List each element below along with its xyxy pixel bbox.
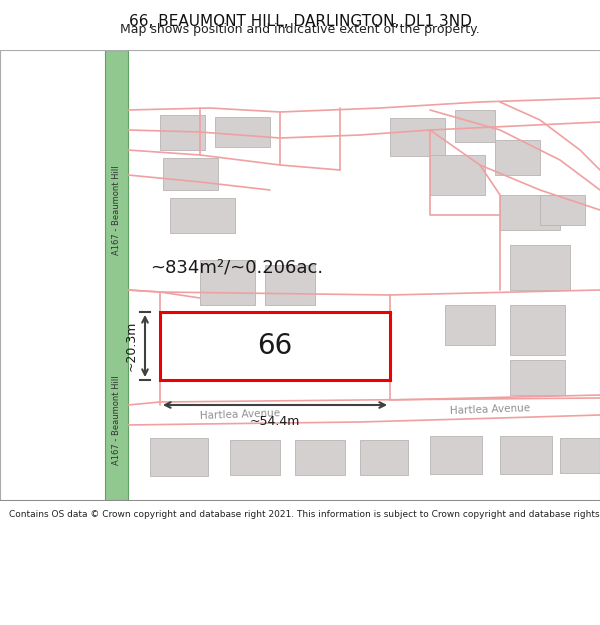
Bar <box>510 245 570 290</box>
Bar <box>160 115 205 150</box>
Text: A167 - Beaumont Hill: A167 - Beaumont Hill <box>112 375 121 465</box>
Bar <box>430 155 485 195</box>
Bar <box>500 436 552 474</box>
Bar <box>495 140 540 175</box>
Bar <box>295 440 345 475</box>
Bar <box>540 195 585 225</box>
Bar <box>360 440 408 475</box>
Text: Hartlea Avenue: Hartlea Avenue <box>450 404 530 416</box>
Bar <box>163 158 218 190</box>
Text: 66: 66 <box>257 332 293 360</box>
Bar <box>215 117 270 147</box>
Text: Hartlea Avenue: Hartlea Avenue <box>200 409 280 421</box>
Bar <box>265 265 315 305</box>
Bar <box>390 118 445 156</box>
Bar <box>500 195 560 230</box>
Bar <box>560 438 600 473</box>
Text: Contains OS data © Crown copyright and database right 2021. This information is : Contains OS data © Crown copyright and d… <box>9 510 600 519</box>
Bar <box>200 260 255 305</box>
Bar <box>430 436 482 474</box>
Bar <box>445 305 495 345</box>
Bar <box>230 440 280 475</box>
Bar <box>150 438 208 476</box>
Bar <box>160 312 390 380</box>
Bar <box>455 110 495 142</box>
Bar <box>260 312 315 347</box>
Polygon shape <box>105 50 128 500</box>
Bar <box>510 360 565 395</box>
Text: A167 - Beaumont Hill: A167 - Beaumont Hill <box>112 165 121 255</box>
Text: ~54.4m: ~54.4m <box>250 415 300 428</box>
Text: ~20.3m: ~20.3m <box>125 321 138 371</box>
Bar <box>170 198 235 233</box>
Text: 66, BEAUMONT HILL, DARLINGTON, DL1 3ND: 66, BEAUMONT HILL, DARLINGTON, DL1 3ND <box>128 14 472 29</box>
Text: Map shows position and indicative extent of the property.: Map shows position and indicative extent… <box>120 23 480 36</box>
Text: ~834m²/~0.206ac.: ~834m²/~0.206ac. <box>150 258 323 276</box>
Bar <box>510 305 565 355</box>
